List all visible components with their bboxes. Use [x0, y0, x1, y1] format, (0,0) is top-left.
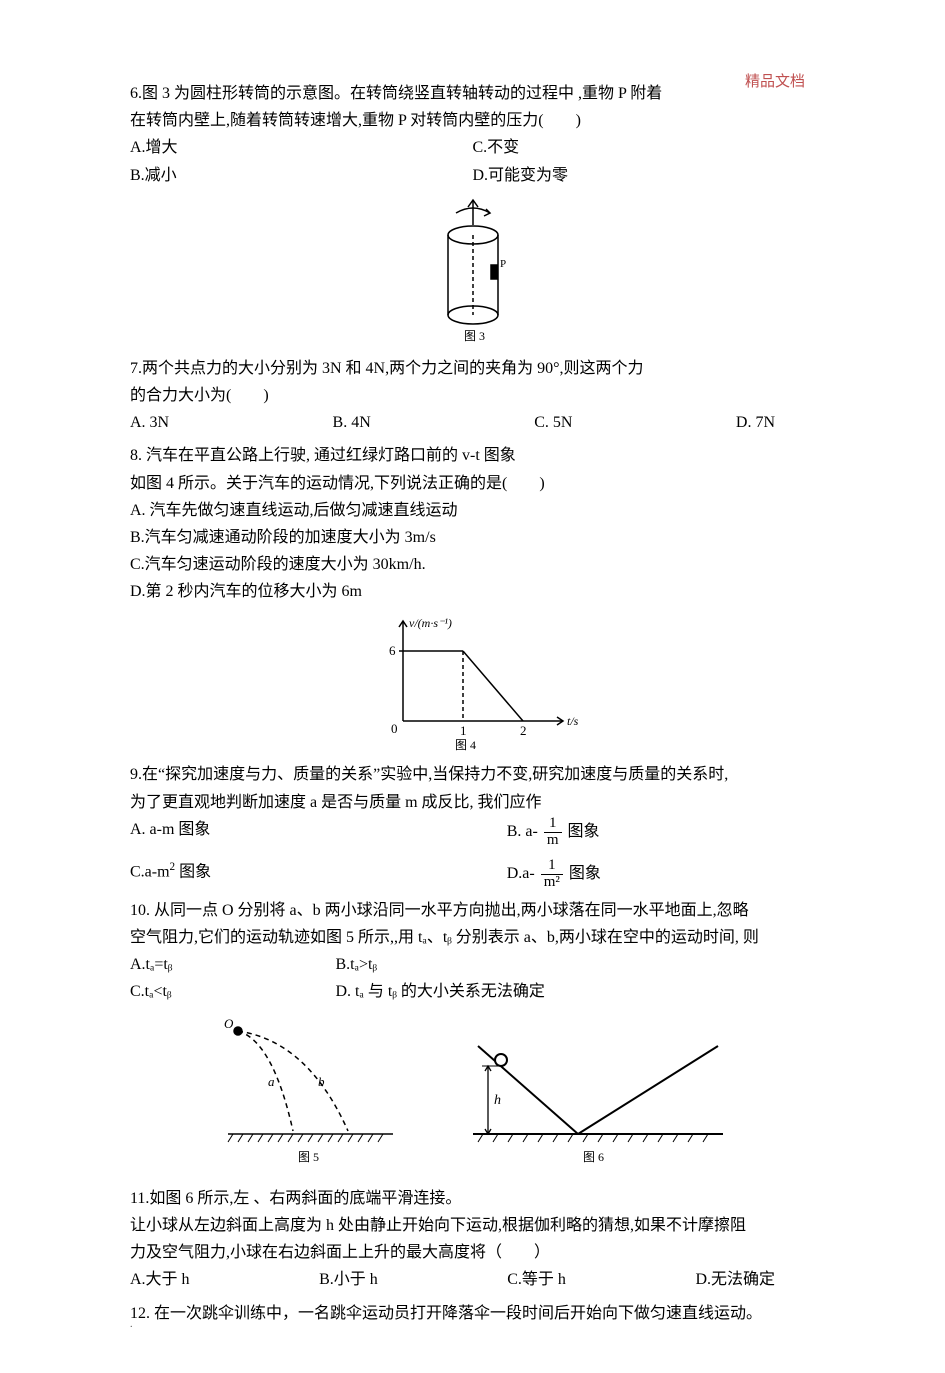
- fig3-caption: 图 3: [464, 329, 485, 343]
- q9-line2: 为了更直观地判断加速度 a 是否与质量 m 成反比, 我们应作: [130, 789, 815, 816]
- q9-opt-a: A. a-m 图象: [130, 816, 507, 849]
- q8-opt-d: D.第 2 秒内汽车的位移大小为 6m: [130, 578, 815, 605]
- fig5-b: b: [318, 1074, 325, 1089]
- q6-line2: 在转筒内壁上,随着转筒转速增大,重物 P 对转筒内壁的压力( ): [130, 107, 815, 134]
- fig4-x1: 1: [460, 723, 467, 738]
- q6-opt-c: C.不变: [473, 134, 816, 161]
- q7-line2: 的合力大小为( ): [130, 382, 815, 409]
- fig4-ytick: 6: [389, 643, 396, 658]
- q10-opt-b: B.tₐ>tᵦ: [336, 951, 816, 978]
- q10-opt-a: A.tₐ=tᵦ: [130, 951, 336, 978]
- watermark: 精品文档: [745, 70, 805, 96]
- q10-figure6: h 图 6: [468, 1016, 728, 1175]
- q10-line1: 10. 从同一点 O 分别将 a、b 两小球沿同一水平方向抛出,两小球落在同一水…: [130, 897, 815, 924]
- q7-opt-b: B. 4N: [333, 409, 371, 436]
- q10-figure5: O a b 图 5: [218, 1016, 408, 1175]
- q11-opt-a: A.大于 h: [130, 1266, 190, 1293]
- q11-line3: 力及空气阻力,小球在右边斜面上上升的最大高度将（ ）: [130, 1239, 815, 1266]
- fig4-x2: 2: [520, 723, 527, 738]
- fig5-O: O: [224, 1016, 234, 1031]
- fig6-h: h: [494, 1093, 501, 1108]
- q11-opt-c: C.等于 h: [507, 1266, 566, 1293]
- q9-opt-d: D.a- 1m² 图象: [507, 858, 815, 891]
- fig5-caption: 图 5: [298, 1150, 319, 1164]
- fig6-caption: 图 6: [583, 1150, 604, 1164]
- fig4-xlabel: t/s: [567, 714, 579, 728]
- fig4-caption: 图 4: [455, 738, 476, 751]
- q9-opt-b: B. a- 1m 图象: [507, 816, 815, 849]
- q11-line2: 让小球从左边斜面上高度为 h 处由静止开始向下运动,根据伽利略的猜想,如果不计摩…: [130, 1212, 815, 1239]
- q8-opt-b: B.汽车匀减速通动阶段的加速度大小为 3m/s: [130, 524, 815, 551]
- q9-opt-c: C.a-m2 图象: [130, 858, 507, 891]
- q9-line1: 9.在“探究加速度与力、质量的关系”实验中,当保持力不变,研究加速度与质量的关系…: [130, 761, 815, 788]
- footer-dot: .: [130, 1316, 133, 1333]
- q11-opt-b: B.小于 h: [319, 1266, 378, 1293]
- q8-figure: v/(m·s⁻¹) 6 0 1 2 t/s 图 4: [130, 611, 815, 751]
- q11-opt-d: D.无法确定: [695, 1266, 775, 1293]
- q8-opt-c: C.汽车匀速运动阶段的速度大小为 30km/h.: [130, 551, 815, 578]
- q12-stem: 12. 在一次跳伞训练中，一名跳伞运动员打开降落伞一段时间后开始向下做匀速直线运…: [130, 1300, 815, 1327]
- fig5-a: a: [268, 1074, 275, 1089]
- q7-line1: 7.两个共点力的大小分别为 3N 和 4N,两个力之间的夹角为 90°,则这两个…: [130, 355, 815, 382]
- q7-opt-c: C. 5N: [534, 409, 572, 436]
- q11-line1: 11.如图 6 所示,左 、右两斜面的底端平滑连接。: [130, 1185, 815, 1212]
- q10-line2: 空气阻力,它们的运动轨迹如图 5 所示,,用 tₐ、tᵦ 分别表示 a、b,两小…: [130, 924, 815, 951]
- svg-text:P: P: [500, 258, 506, 270]
- fig4-ylabel: v/(m·s⁻¹): [409, 616, 452, 630]
- q10-opt-d: D. tₐ 与 tᵦ 的大小关系无法确定: [336, 978, 816, 1005]
- q7-opt-a: A. 3N: [130, 409, 169, 436]
- q10-opt-c: C.tₐ<tᵦ: [130, 978, 336, 1005]
- q6-opt-b: B.减小: [130, 162, 473, 189]
- q6-opt-d: D.可能变为零: [473, 162, 816, 189]
- fig4-origin: 0: [391, 721, 398, 736]
- q8-opt-a: A. 汽车先做匀速直线运动,后做匀减速直线运动: [130, 497, 815, 524]
- q8-line1: 8. 汽车在平直公路上行驶, 通过红绿灯路口前的 v-t 图象: [130, 442, 815, 469]
- q6-figure: P 图 3: [130, 195, 815, 345]
- q6-line1: 6.图 3 为圆柱形转筒的示意图。在转筒绕竖直转轴转动的过程中 ,重物 P 附着: [130, 80, 815, 107]
- q7-opt-d: D. 7N: [736, 409, 775, 436]
- q6-opt-a: A.增大: [130, 134, 473, 161]
- q8-line2: 如图 4 所示。关于汽车的运动情况,下列说法正确的是( ): [130, 470, 815, 497]
